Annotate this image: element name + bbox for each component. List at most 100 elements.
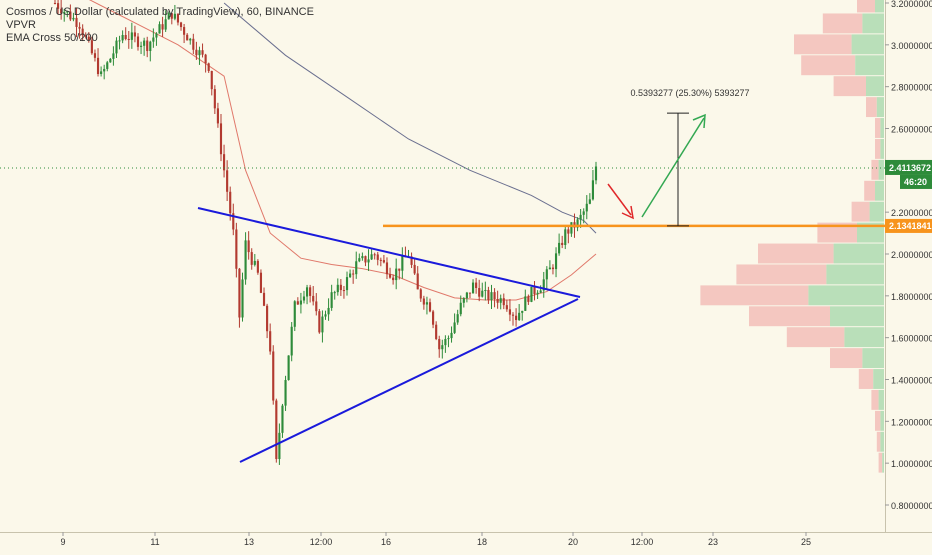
candle-body bbox=[81, 28, 84, 36]
candle-body bbox=[136, 36, 140, 47]
candle-body bbox=[444, 338, 447, 346]
legend-title[interactable]: Cosmos / US Dollar (calculated by Tradin… bbox=[6, 6, 314, 18]
candle-body bbox=[570, 222, 573, 234]
candle-body bbox=[216, 108, 219, 124]
candle-body bbox=[554, 253, 558, 270]
candle-body bbox=[183, 27, 186, 35]
vp-bar-up bbox=[876, 97, 884, 118]
vp-bar-up bbox=[862, 13, 884, 34]
candle-body bbox=[475, 282, 478, 289]
candle-body bbox=[226, 170, 229, 192]
candle-body bbox=[207, 63, 210, 71]
candle-body bbox=[438, 339, 441, 350]
candle-body bbox=[201, 50, 204, 55]
candle-body bbox=[253, 260, 256, 265]
candle-body bbox=[478, 288, 481, 297]
vp-bar-down bbox=[871, 389, 879, 410]
candle-body bbox=[496, 299, 499, 303]
legend-indicator-vpvr[interactable]: VPVR bbox=[6, 19, 36, 31]
vp-bar-up bbox=[833, 243, 884, 264]
candle-body bbox=[536, 292, 539, 295]
candle-body bbox=[459, 302, 462, 315]
candle-body bbox=[281, 405, 284, 433]
candle-body bbox=[241, 279, 244, 318]
candle-body bbox=[398, 268, 401, 271]
candle-body bbox=[170, 13, 173, 19]
chart-legend[interactable]: Cosmos / US Dollar (calculated by Tradin… bbox=[6, 6, 314, 45]
candle-body bbox=[204, 54, 207, 64]
candle-body bbox=[561, 242, 564, 246]
price-axis[interactable] bbox=[885, 0, 932, 532]
candle-body bbox=[447, 338, 450, 340]
vp-bar-up bbox=[880, 431, 884, 452]
vp-bar-down bbox=[749, 306, 830, 327]
vp-bar-up bbox=[855, 55, 884, 76]
candle-body bbox=[192, 38, 195, 50]
vp-bar-down bbox=[830, 348, 863, 369]
candle-body bbox=[53, 3, 57, 4]
vp-bar-up bbox=[851, 34, 884, 55]
vp-bar-down bbox=[857, 0, 875, 13]
candle-body bbox=[539, 290, 542, 293]
vp-bar-down bbox=[871, 159, 879, 180]
candle-body bbox=[210, 70, 213, 90]
candle-body bbox=[262, 292, 266, 306]
candle-body bbox=[269, 331, 272, 352]
candle-body bbox=[567, 229, 570, 234]
candle-body bbox=[518, 312, 521, 321]
candle-body bbox=[456, 314, 459, 323]
candle-body bbox=[87, 36, 90, 41]
candle-body bbox=[229, 191, 232, 214]
candle-body bbox=[139, 45, 143, 47]
candle-body bbox=[124, 34, 127, 39]
pullback-arrow-shaft bbox=[607, 183, 632, 216]
candle-body bbox=[127, 38, 130, 40]
candle-body bbox=[149, 41, 152, 52]
legend-indicator-ema[interactable]: EMA Cross 50/200 bbox=[6, 32, 98, 44]
candles bbox=[53, 0, 598, 465]
vp-bar-down bbox=[878, 452, 883, 473]
candle-body bbox=[118, 40, 121, 42]
candle-body bbox=[327, 307, 330, 315]
candle-body bbox=[333, 292, 336, 294]
vp-bar-down bbox=[822, 13, 863, 34]
candle-body bbox=[585, 203, 588, 212]
candle-body bbox=[588, 199, 591, 204]
candle-body bbox=[189, 38, 192, 41]
vp-bar-up bbox=[866, 76, 884, 97]
candle-body bbox=[422, 298, 425, 305]
candle-body bbox=[419, 289, 422, 299]
candle-body bbox=[533, 286, 536, 295]
triangle-upper-trendline bbox=[197, 207, 581, 298]
candle-body bbox=[321, 316, 324, 333]
candle-body bbox=[299, 300, 302, 305]
candle-body bbox=[69, 11, 72, 20]
candle-body bbox=[106, 62, 109, 69]
candle-body bbox=[428, 302, 432, 312]
candle-body bbox=[388, 274, 392, 278]
candle-body bbox=[367, 259, 370, 263]
candle-body bbox=[591, 180, 595, 200]
candle-body bbox=[287, 355, 290, 381]
vp-bar-up bbox=[869, 201, 884, 222]
vp-bar-up bbox=[880, 410, 884, 431]
candle-body bbox=[453, 322, 456, 333]
candle-body bbox=[167, 13, 170, 20]
vp-bar-down bbox=[786, 327, 845, 348]
candle-body bbox=[56, 3, 60, 9]
candle-body bbox=[133, 32, 136, 37]
candle-body bbox=[545, 269, 548, 280]
vp-bar-down bbox=[817, 222, 857, 243]
candle-body bbox=[305, 287, 309, 297]
vp-bar-down bbox=[758, 243, 834, 264]
vp-bar-down bbox=[851, 201, 870, 222]
candle-body bbox=[370, 254, 373, 260]
vp-bar-down bbox=[876, 431, 881, 452]
candle-body bbox=[115, 40, 118, 54]
candle-body bbox=[576, 219, 579, 228]
candle-body bbox=[441, 345, 444, 350]
time-axis[interactable] bbox=[0, 532, 932, 551]
candle-body bbox=[296, 301, 299, 305]
